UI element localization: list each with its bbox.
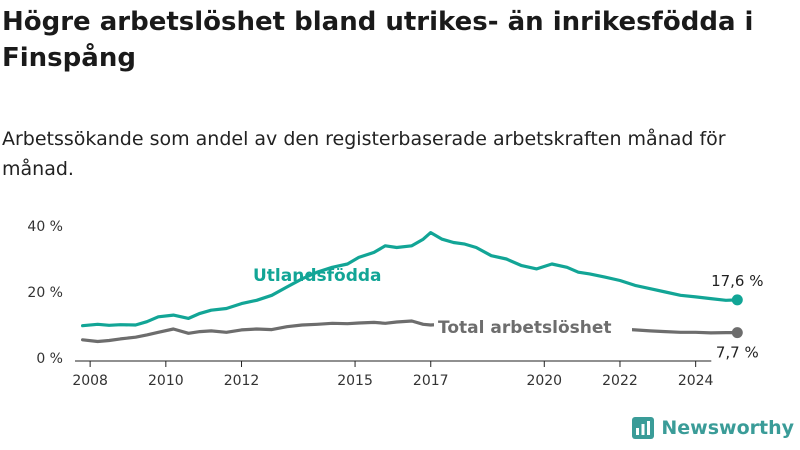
series-end-point-total xyxy=(731,327,743,339)
series-line-total xyxy=(80,319,739,344)
x-axis: 2008 2010 2012 2015 2017 2020 2022 2024 xyxy=(72,360,760,389)
series-end-point-utlandsfodda xyxy=(731,294,743,306)
chart-subtitle: Arbetssökande som andel av den registerb… xyxy=(2,128,726,180)
end-value-total: 7,7 % xyxy=(716,344,759,362)
y-tick-label: 40 % xyxy=(27,219,63,235)
series-layer xyxy=(80,230,743,344)
series-line-utlandsfodda xyxy=(80,230,739,328)
x-tick-label: 2020 xyxy=(526,373,562,389)
x-tick-label: 2010 xyxy=(148,373,184,389)
y-axis: 0 % 20 % 40 % xyxy=(27,219,63,367)
chart-title: Högre arbetslöshet bland utrikes- än inr… xyxy=(2,7,754,73)
brand-name: Newsworthy xyxy=(661,417,794,439)
series-label-bg-total xyxy=(434,315,632,339)
end-value-bg-total xyxy=(711,341,764,362)
line-chart: 0 % 20 % 40 % 2008 2010 2012 2015 2017 2020 2022… xyxy=(27,219,764,389)
x-tick-label: 2017 xyxy=(413,373,449,389)
x-tick-label: 2022 xyxy=(602,373,638,389)
series-label-total: Total arbetslöshet xyxy=(438,318,612,338)
x-tick-label: 2012 xyxy=(224,373,260,389)
x-tick-label: 2024 xyxy=(678,373,714,389)
y-tick-label: 20 % xyxy=(27,285,63,301)
newsworthy-logo: Newsworthy xyxy=(631,414,794,442)
y-tick-label: 0 % xyxy=(36,351,63,367)
bar-chart-icon xyxy=(632,417,655,439)
end-value-utlandsfodda: 17,6 % xyxy=(711,272,763,290)
series-label-utlandsfodda: Utlandsfödda xyxy=(253,266,382,286)
x-tick-label: 2015 xyxy=(337,373,373,389)
label-layer: Utlandsfödda Total arbetslöshet 17,6 % 7,7 … xyxy=(253,266,764,362)
x-tick-label: 2008 xyxy=(72,373,108,389)
